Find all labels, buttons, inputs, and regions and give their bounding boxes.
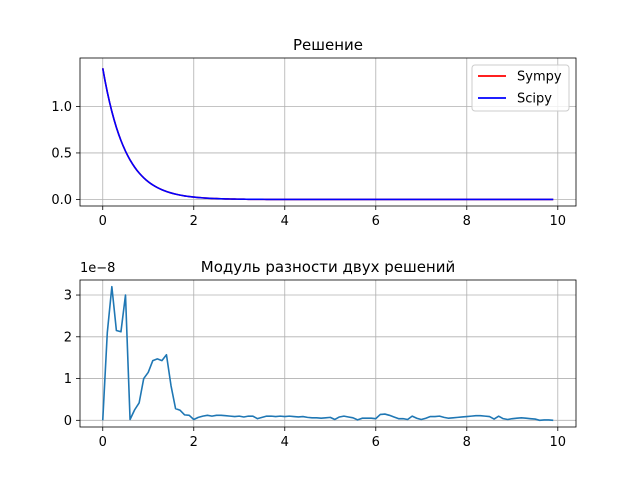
solution-legend: Sympy Scipy	[471, 64, 570, 112]
difference-chart: 0 2 4 6 8 10 0 1 2 3 Модуль разности двух решени…	[64, 258, 577, 450]
x-tick-label: 2	[190, 435, 198, 450]
legend-label-scipy: Scipy	[517, 92, 552, 107]
series-line-difference	[101, 285, 554, 422]
x-tick-label: 8	[463, 214, 471, 229]
solution-chart: 0 2 4 6 8 10 0.0 0.5 1.0 Решение Sympy Scipy	[51, 36, 577, 229]
x-tick-label: 6	[372, 214, 380, 229]
solution-lines	[101, 68, 554, 201]
y-tick-label: 3	[64, 289, 72, 304]
y-tick-label: 0	[64, 414, 72, 429]
y-tick-label: 2	[64, 330, 72, 345]
difference-lines	[101, 285, 554, 422]
x-tick-label: 2	[190, 214, 198, 229]
solution-axes-frame	[79, 57, 577, 207]
solution-x-ticks: 0 2 4 6 8 10	[99, 206, 566, 229]
x-tick-label: 10	[550, 435, 567, 450]
y-tick-label: 0.0	[51, 193, 72, 208]
x-tick-label: 6	[372, 435, 380, 450]
y-tick-label: 0.5	[51, 146, 72, 161]
difference-y-ticks: 0 1 2 3	[64, 289, 80, 429]
difference-grid	[80, 280, 576, 427]
difference-title: Модуль разности двух решений	[201, 258, 455, 276]
difference-x-ticks: 0 2 4 6 8 10	[99, 427, 566, 450]
difference-y-offset-label: 1e−8	[80, 261, 115, 276]
x-tick-label: 0	[99, 435, 107, 450]
solution-title: Решение	[293, 36, 363, 54]
legend-label-sympy: Sympy	[517, 70, 562, 85]
x-tick-label: 10	[550, 214, 567, 229]
series-line-scipy	[101, 68, 554, 201]
x-tick-label: 8	[463, 435, 471, 450]
x-tick-label: 4	[281, 214, 289, 229]
y-tick-label: 1.0	[51, 100, 72, 115]
difference-axes-frame	[79, 279, 577, 428]
x-tick-label: 0	[99, 214, 107, 229]
y-tick-label: 1	[64, 372, 72, 387]
solution-y-ticks: 0.0 0.5 1.0	[51, 100, 80, 208]
x-tick-label: 4	[281, 435, 289, 450]
